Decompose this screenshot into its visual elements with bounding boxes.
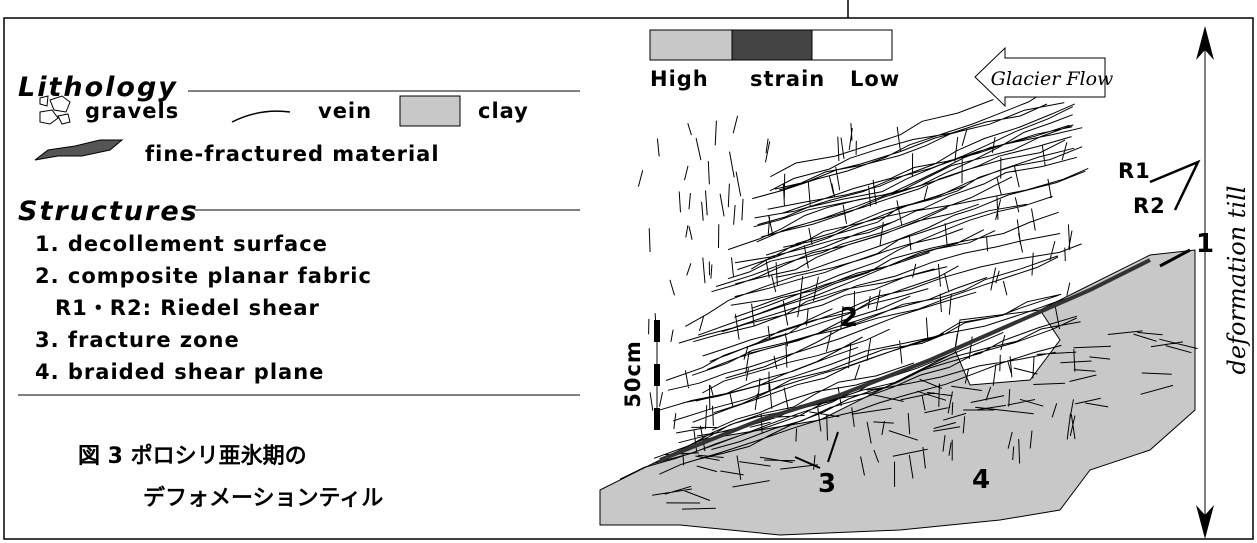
strain-label: Low <box>850 67 900 91</box>
marker: 4 <box>972 465 990 495</box>
gravel-icon <box>40 96 70 124</box>
marker: 1 <box>1196 229 1214 259</box>
clay-icon <box>400 96 460 126</box>
caption-line: デフォメーションティル <box>143 485 383 511</box>
scale-seg <box>654 320 660 342</box>
fine-fractured-icon <box>35 140 122 160</box>
scale-seg <box>654 364 660 386</box>
r2-label: R2 <box>1133 194 1166 218</box>
marker: 3 <box>818 469 836 499</box>
vein-icon <box>232 111 290 122</box>
strain-low <box>812 30 892 60</box>
legend-vein: vein <box>318 99 372 123</box>
legend-clay: clay <box>478 99 529 123</box>
structure-item: 2. composite planar fabric <box>35 264 372 288</box>
strain-label: strain <box>750 67 825 91</box>
strain-mid <box>732 30 812 60</box>
structure-item: 1. decollement surface <box>35 232 328 256</box>
strain-label: High <box>650 67 709 91</box>
scale-seg <box>654 408 660 430</box>
side-label: deformation till <box>1223 186 1251 375</box>
legend-gravels: gravels <box>85 99 179 123</box>
structure-item: 4. braided shear plane <box>35 360 324 384</box>
r1-label: R1 <box>1118 159 1151 183</box>
marker: 2 <box>840 303 858 333</box>
strain-high <box>650 30 732 60</box>
caption-line: 図 3 ポロシリ亜氷期の <box>78 443 307 469</box>
figure: Lithology gravels vein clay fine-fractur… <box>0 0 1257 543</box>
scale-label: 50cm <box>621 340 645 408</box>
structure-item: 3. fracture zone <box>35 328 240 352</box>
structure-item: R1・R2: Riedel shear <box>55 296 320 320</box>
flow-label: Glacier Flow <box>991 68 1114 90</box>
structures-title: Structures <box>18 196 199 227</box>
legend-fine-fractured: fine-fractured material <box>145 142 440 166</box>
